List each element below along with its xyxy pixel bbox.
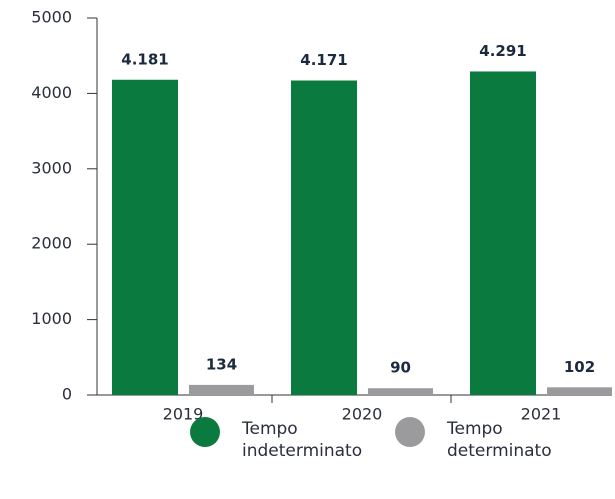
bar — [112, 79, 178, 396]
y-tick-label: 0 — [62, 385, 72, 404]
value-label: 4.181 — [121, 50, 168, 68]
value-label: 4.171 — [300, 51, 347, 69]
x-tick-label: 2019 — [163, 405, 204, 424]
x-tick-label: 2020 — [342, 405, 383, 424]
value-label: 134 — [206, 355, 237, 373]
y-tick-label: 2000 — [31, 234, 72, 253]
value-label: 90 — [390, 359, 411, 377]
bar — [189, 384, 254, 395]
legend-swatch — [190, 417, 220, 447]
y-tick-label: 1000 — [31, 309, 72, 328]
legend-label: Tempo determinato — [447, 419, 552, 461]
legend-label: Tempo indeterminato — [242, 419, 363, 461]
value-label: 102 — [564, 358, 595, 376]
bar — [368, 388, 433, 395]
y-tick-label: 4000 — [31, 83, 72, 102]
y-tick-label: 3000 — [31, 158, 72, 177]
bar — [291, 80, 357, 396]
legend-swatch — [395, 417, 425, 447]
bar — [547, 387, 612, 395]
bar — [470, 71, 536, 395]
y-tick-label: 5000 — [31, 8, 72, 27]
value-label: 4.291 — [479, 42, 526, 60]
x-tick-label: 2021 — [521, 405, 562, 424]
